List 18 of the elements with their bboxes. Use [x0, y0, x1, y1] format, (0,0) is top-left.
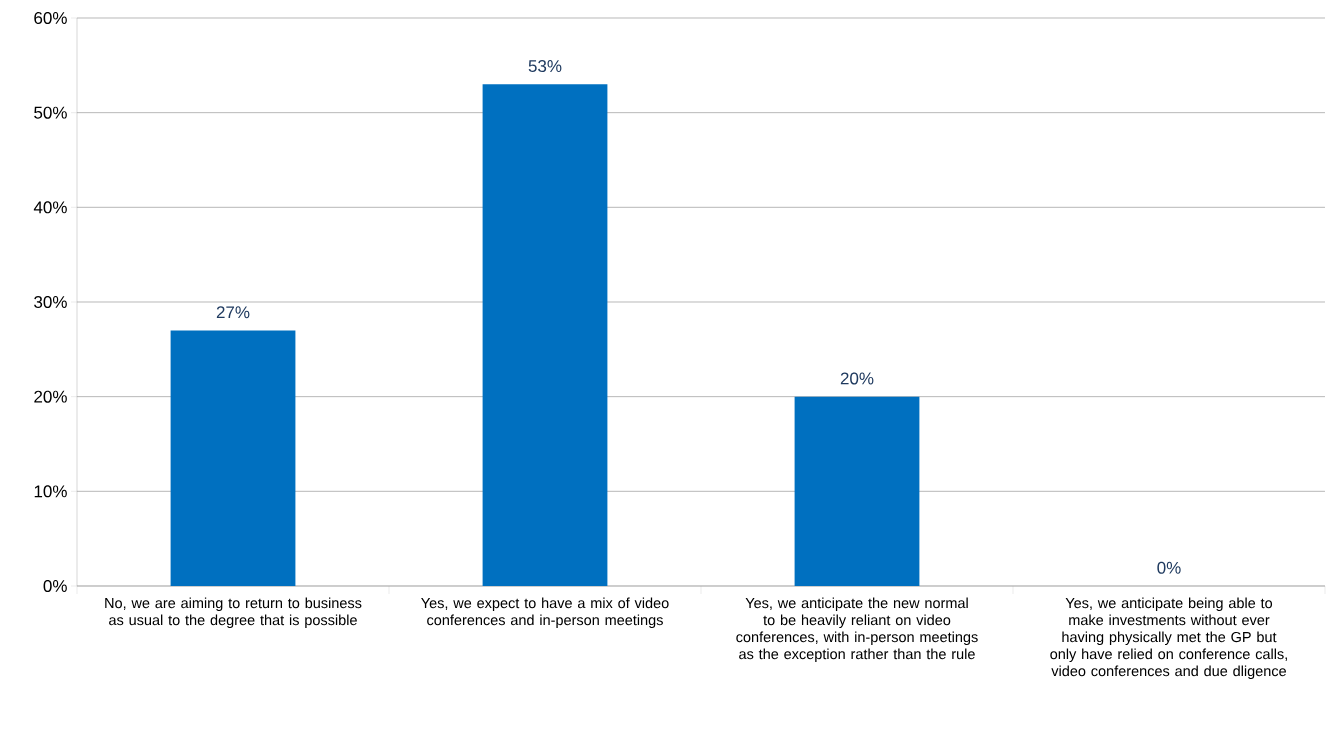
- x-tick-label: Yes, we anticipate being able to make investments without ever having physically met the GP but only have relied on conference calls, video conferences and due dligence: [1050, 597, 1287, 680]
- y-tick-label: 10%: [34, 485, 67, 498]
- y-tick-label: 30%: [34, 295, 67, 309]
- y-tick-label: 50%: [34, 106, 67, 119]
- bar: [482, 84, 608, 586]
- data-label: 0%: [1157, 561, 1181, 574]
- bar: [170, 330, 296, 586]
- y-tick-label: 20%: [34, 390, 67, 403]
- x-tick-label: Yes, we expect to have a mix of video conferences and in-person meetings: [421, 597, 669, 629]
- data-label: 27%: [216, 306, 250, 319]
- x-tick-label: No, we are aiming to return to business as usual to the degree that is possible: [105, 597, 362, 629]
- x-tick-label: Yes, we anticipate the new normal to be heavily reliant on video conferences, with in-person meetings as the exception rather than the rule: [736, 597, 978, 663]
- bar: [794, 396, 920, 586]
- y-tick-label: 40%: [33, 201, 67, 214]
- data-label: 53%: [528, 60, 562, 73]
- y-tick-label: 60%: [34, 11, 67, 25]
- y-tick-label: 0%: [43, 579, 67, 593]
- data-label: 20%: [840, 372, 874, 385]
